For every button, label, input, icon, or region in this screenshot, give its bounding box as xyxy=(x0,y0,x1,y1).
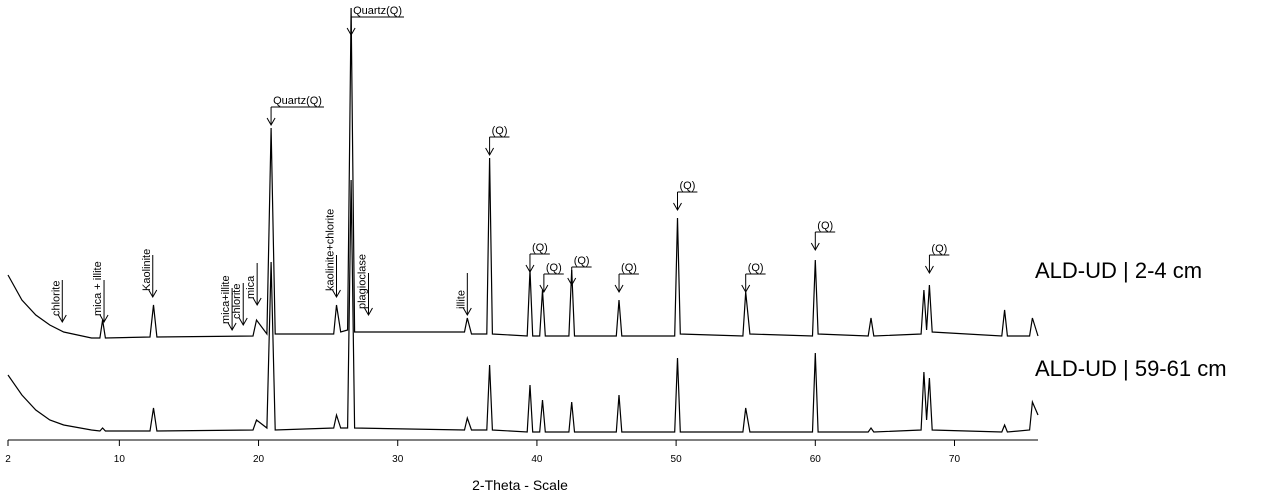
annotation: mica+illite xyxy=(220,275,237,332)
annotation: (Q) xyxy=(741,262,766,294)
arrow-head xyxy=(673,202,682,212)
annotation: (Q) xyxy=(810,220,836,252)
arrow-head xyxy=(485,147,495,157)
xrd-trace xyxy=(7,179,1039,433)
annotation-label: Quartz(Q) xyxy=(273,95,322,107)
annotation-label: Kaolinite xyxy=(141,249,153,291)
annotation-label: (Q) xyxy=(574,255,590,267)
arrow-head xyxy=(614,284,624,294)
annotation: (Q) xyxy=(485,125,510,157)
annotation-label: chlorite xyxy=(231,284,243,319)
arrow-head xyxy=(148,289,158,299)
annotation-label: Quartz(Q) xyxy=(353,5,402,17)
annotation-label: (Q) xyxy=(817,220,833,232)
arrow-head xyxy=(525,264,535,274)
legend-label: ALD-UD | 59-61 cm xyxy=(1035,356,1227,381)
annotation: plagioclase xyxy=(357,254,373,317)
annotation: mica xyxy=(245,263,262,307)
x-tick-label: 40 xyxy=(531,454,543,465)
annotation: Quartz(Q) xyxy=(346,5,405,37)
annotation-label: chlorite xyxy=(50,281,62,316)
annotation-label: (Q) xyxy=(680,180,696,192)
arrow-head xyxy=(539,284,549,294)
x-axis-label: 2-Theta - Scale xyxy=(472,477,568,493)
arrow-head xyxy=(227,322,237,332)
arrow-head xyxy=(266,117,276,127)
x-tick-label: 30 xyxy=(392,454,404,465)
annotation-label: illite xyxy=(455,290,467,309)
arrow-head xyxy=(567,277,577,287)
annotation-label: kaolinite+chlorite xyxy=(324,209,336,291)
annotation-label: (Q) xyxy=(748,262,764,274)
arrow-head xyxy=(238,317,248,327)
legend-label: ALD-UD | 2-4 cm xyxy=(1035,258,1202,283)
annotation-label: mica + illite xyxy=(92,261,104,316)
annotation: (Q) xyxy=(539,262,564,294)
arrow-head xyxy=(99,314,109,324)
annotation: chlorite xyxy=(50,280,67,324)
annotation-label: (Q) xyxy=(546,262,562,274)
annotation: (Q) xyxy=(924,243,950,275)
arrow-head xyxy=(332,289,341,299)
annotation: (Q) xyxy=(525,242,550,274)
annotation: kaolinite+chlorite xyxy=(324,209,341,299)
annotation-label: (Q) xyxy=(931,243,947,255)
annotation: Kaolinite xyxy=(141,249,158,299)
annotation-label: (Q) xyxy=(492,125,508,137)
annotation: (Q) xyxy=(567,255,592,287)
annotation-label: (Q) xyxy=(532,242,548,254)
annotation: illite xyxy=(455,273,472,317)
x-tick-label: 60 xyxy=(810,454,822,465)
annotation-label: mica xyxy=(245,275,257,299)
arrow-head xyxy=(810,242,820,252)
arrow-head xyxy=(364,307,373,317)
annotation-label: mica+illite xyxy=(220,275,232,324)
arrow-head xyxy=(924,265,934,275)
x-tick-label: 70 xyxy=(949,454,961,465)
x-tick-label: 20 xyxy=(253,454,265,465)
arrow-head xyxy=(252,297,262,307)
annotation: (Q) xyxy=(673,180,698,212)
annotation: (Q) xyxy=(614,262,639,294)
annotation-label: plagioclase xyxy=(357,254,369,309)
xrd-trace xyxy=(7,7,1039,339)
x-tick-label: 2 xyxy=(5,454,11,465)
arrow-head xyxy=(57,314,67,324)
arrow-head xyxy=(346,27,356,37)
x-tick-label: 50 xyxy=(671,454,683,465)
annotation-label: (Q) xyxy=(621,262,637,274)
annotation: chlorite xyxy=(231,283,248,327)
arrow-head xyxy=(462,307,472,317)
arrow-head xyxy=(741,284,751,294)
annotation: Quartz(Q) xyxy=(266,95,324,127)
x-tick-label: 10 xyxy=(114,454,126,465)
annotation: mica + illite xyxy=(92,261,109,324)
